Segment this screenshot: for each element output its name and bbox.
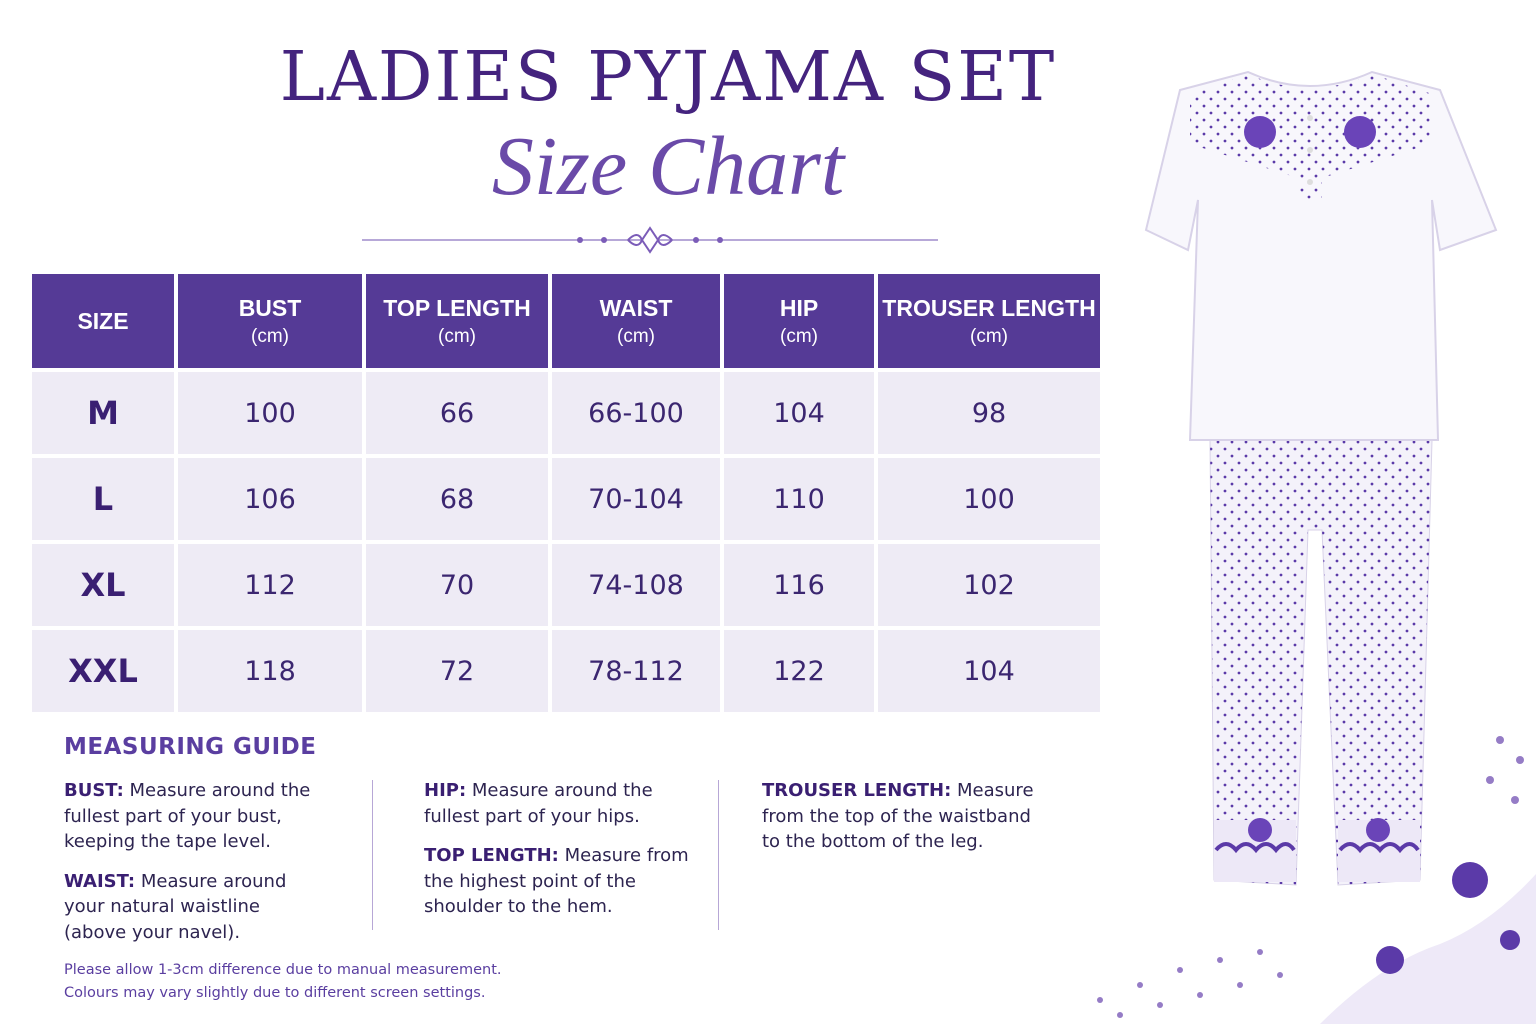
column-name: SIZE [77, 307, 129, 334]
value-cell: 102 [878, 544, 1100, 626]
guide-text: Measure from the highest point of the sh… [424, 845, 689, 917]
value-cell: 66-100 [552, 372, 720, 454]
value-cell: 70 [366, 544, 548, 626]
guide-label: WAIST: [64, 870, 136, 892]
pyjama-illustration [1097, 70, 1536, 1024]
guide-label: BUST: [64, 780, 124, 801]
guide-label: TOP LENGTH: [424, 845, 559, 866]
value-cell: 112 [178, 544, 362, 626]
value-cell: 122 [724, 630, 874, 712]
guide-text: Measure around the fullest part of your … [64, 780, 311, 852]
title: LADIES PYJAMA SET [279, 38, 1057, 117]
value-cell: 72 [366, 630, 548, 712]
value-cell: 106 [178, 458, 362, 540]
column-unit: (cm) [438, 325, 476, 347]
size-cell: L [32, 458, 174, 540]
value-cell: 116 [724, 544, 874, 626]
value-cell: 100 [878, 458, 1100, 540]
column-name: BUST [238, 294, 302, 321]
guide-title: MEASURING GUIDE [64, 734, 317, 760]
column-name: WAIST [599, 294, 673, 321]
guide-item: TROUSER LENGTH: Measure from the top of … [762, 778, 1052, 855]
column-unit: (cm) [617, 325, 655, 347]
guide-item: TOP LENGTH: Measure from the highest poi… [424, 843, 694, 920]
guide-column: BUST: Measure around the fullest part of… [64, 778, 324, 959]
separator [372, 780, 373, 930]
column-name: HIP [779, 294, 819, 321]
value-cell: 100 [178, 372, 362, 454]
column-unit: (cm) [780, 325, 818, 347]
guide-column: TROUSER LENGTH: Measure from the top of … [762, 778, 1052, 869]
subtitle: Size Chart [491, 120, 845, 213]
header-cell: WAIST (cm) [552, 274, 720, 368]
value-cell: 118 [178, 630, 362, 712]
size-cell: XXL [32, 630, 174, 712]
column-name: TOP LENGTH [383, 294, 531, 321]
size-table: SIZE BUST (cm) TOP LENGTH (cm) WAIST (cm) HIP (c… [32, 274, 1100, 712]
guide-text: Measure from the top of the waistband to… [762, 780, 1034, 852]
guide-label: TROUSER LENGTH: [762, 780, 952, 801]
size-cell: M [32, 372, 174, 454]
value-cell: 78-112 [552, 630, 720, 712]
guide-text: Measure around the fullest part of your … [424, 780, 653, 827]
header-cell: BUST (cm) [178, 274, 362, 368]
value-cell: 70-104 [552, 458, 720, 540]
divider [362, 226, 938, 254]
separator [718, 780, 719, 930]
header-cell: SIZE [32, 274, 174, 368]
value-cell: 98 [878, 372, 1100, 454]
column-unit: (cm) [251, 325, 289, 347]
guide-item: BUST: Measure around the fullest part of… [64, 778, 324, 855]
guide-column: HIP: Measure around the fullest part of … [424, 778, 694, 934]
note: Colours may vary slightly due to differe… [64, 985, 486, 1001]
guide-item: WAIST: Measure around your natural waist… [64, 869, 324, 946]
value-cell: 104 [878, 630, 1100, 712]
guide-text: Measure around your natural waistline (a… [64, 870, 287, 943]
guide-label: HIP: [424, 780, 467, 801]
column-unit: (cm) [970, 325, 1008, 347]
value-cell: 104 [724, 372, 874, 454]
value-cell: 68 [366, 458, 548, 540]
header-cell: TOP LENGTH (cm) [366, 274, 548, 368]
column-name: TROUSER LENGTH [882, 294, 1096, 321]
value-cell: 110 [724, 458, 874, 540]
value-cell: 74-108 [552, 544, 720, 626]
header-cell: TROUSER LENGTH (cm) [878, 274, 1100, 368]
guide-item: HIP: Measure around the fullest part of … [424, 778, 694, 829]
note: Please allow 1-3cm difference due to man… [64, 962, 502, 978]
size-cell: XL [32, 544, 174, 626]
value-cell: 66 [366, 372, 548, 454]
header-cell: HIP (cm) [724, 274, 874, 368]
